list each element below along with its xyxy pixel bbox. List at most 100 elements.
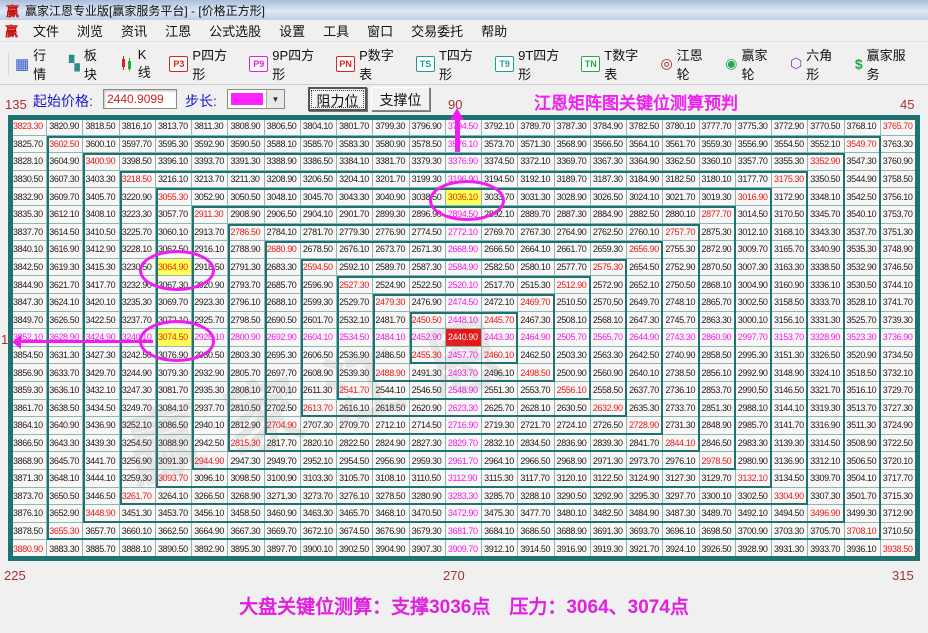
grid-cell: 2992.90 [735, 364, 773, 382]
grid-cell: 3177.70 [735, 170, 773, 189]
grid-cell: 2656.90 [627, 241, 664, 259]
grid-cell: 2911.30 [192, 206, 229, 224]
grid-cell: 2836.90 [554, 434, 591, 453]
grid-cell: 3585.70 [300, 135, 338, 154]
grid-cell: 3321.70 [808, 382, 845, 400]
grid-cell: 2676.10 [337, 241, 374, 259]
toolbar-button-六角形[interactable]: ⬡ 六角形 [790, 45, 844, 83]
menu-item-工具[interactable]: 工具 [323, 24, 350, 39]
grid-cell: 3055.30 [155, 188, 193, 206]
toolbar-button-P数字表[interactable]: PN P数字表 [336, 45, 405, 83]
resistance-button[interactable]: 阻力位 [308, 87, 367, 111]
menu-item-文件[interactable]: 文件 [33, 24, 60, 39]
toolbar-button-T数字表[interactable]: TN T数字表 [581, 45, 649, 83]
grid-cell: 2462.50 [518, 346, 555, 365]
grid-cell: 2474.50 [445, 294, 483, 312]
menu-item-浏览[interactable]: 浏览 [77, 24, 104, 39]
grid-cell: 3496.90 [808, 505, 845, 523]
grid-cell: 3244.90 [119, 364, 156, 382]
toolbar-button-行情[interactable]: ▦ 行情 [15, 45, 58, 83]
toolbar-button-K线[interactable]: K线 [120, 47, 159, 81]
toolbar-button-赢家服务[interactable]: $ 赢家服务 [855, 45, 917, 83]
support-button[interactable]: 支撑位 [371, 87, 430, 111]
grid-cell: 3710.50 [880, 522, 917, 541]
grid-cell: 3096.10 [192, 470, 229, 488]
toolbar-button-T四方形[interactable]: TS T四方形 [415, 45, 484, 83]
grid-cell: 3124.90 [627, 470, 664, 488]
grid-cell: 2805.70 [228, 364, 265, 382]
grid-cell: 2776.90 [373, 223, 410, 242]
grid-cell: 2848.90 [699, 417, 736, 435]
grid-cell: 2680.90 [264, 241, 301, 259]
grid-cell: 3592.90 [192, 135, 229, 154]
grid-cell: 3316.90 [808, 417, 845, 435]
start-price-input[interactable] [103, 89, 177, 109]
toolbar-button-板块[interactable]: ▚ 板块 [69, 45, 109, 83]
grid-cell: 3638.50 [47, 399, 84, 418]
grid-cell: 3026.50 [590, 188, 628, 206]
grid-cell: 3530.50 [844, 276, 881, 294]
grid-cell: 3014.50 [735, 206, 773, 224]
toolbar-button-江恩轮[interactable]: ◎ 江恩轮 [660, 45, 714, 83]
grid-cell: 3619.30 [47, 258, 84, 277]
grid-cell: 3806.50 [264, 118, 301, 136]
grid-cell: 2726.50 [590, 417, 628, 435]
menu-item-江恩[interactable]: 江恩 [165, 24, 192, 39]
grid-cell: 3873.70 [11, 487, 48, 506]
grid-cell: 3811.30 [192, 118, 229, 136]
grid-cell: 3794.50 [445, 118, 483, 136]
grid-cell: 2695.30 [264, 346, 301, 365]
grid-cell: 3273.70 [300, 487, 338, 506]
toolbar-label: 赢家轮 [741, 47, 768, 82]
grid-cell: 3038.50 [409, 188, 446, 206]
grid-cell: 3160.90 [772, 276, 809, 294]
grid-cell: 3631.30 [47, 346, 84, 365]
grid-cell: 3300.10 [699, 487, 736, 506]
step-color-dropdown[interactable]: ▼ [227, 89, 285, 109]
grid-cell: 3597.70 [119, 135, 156, 154]
menu-item-帮助[interactable]: 帮助 [481, 24, 508, 39]
grid-cell: 3117.70 [518, 470, 555, 488]
grid-cell: 3384.10 [337, 153, 374, 171]
grid-cell: 3424.90 [83, 329, 120, 347]
grid-cell: 3571.30 [518, 135, 555, 154]
toolbar-button-9P四方形[interactable]: P9 9P四方形 [249, 45, 325, 83]
grid-cell: 2964.10 [482, 452, 519, 470]
grid-cell: 3230.50 [119, 258, 156, 277]
grid-cell: 3009.70 [735, 241, 773, 259]
winner-wheel-icon: ◉ [725, 55, 738, 71]
grid-cell: 3626.50 [47, 311, 84, 330]
toolbar-button-赢家轮[interactable]: ◉ 赢家轮 [725, 45, 779, 83]
grid-cell: 2637.70 [627, 382, 664, 400]
step-label: 步长: [185, 93, 217, 109]
menu-item-设置[interactable]: 设置 [279, 24, 306, 39]
grid-cell: 3175.30 [772, 170, 809, 189]
grid-cell: 3098.50 [228, 470, 265, 488]
grid-cell: 3518.50 [844, 364, 881, 382]
menu-item-交易委托[interactable]: 交易委托 [411, 24, 464, 39]
grid-cell: 2546.50 [409, 382, 446, 400]
menu-item-资讯[interactable]: 资讯 [121, 24, 148, 39]
toolbar-button-P四方形[interactable]: P3 P四方形 [169, 45, 238, 83]
grid-cell: 3381.70 [373, 153, 410, 171]
grid-cell: 3715.30 [880, 487, 917, 506]
grid-cell: 3249.70 [119, 399, 156, 418]
start-price-label: 起始价格: [33, 93, 93, 109]
chevron-down-icon[interactable]: ▼ [266, 90, 284, 108]
grid-cell: 2750.50 [663, 276, 700, 294]
grid-cell: 3537.70 [844, 223, 881, 242]
toolbar-button-9T四方形[interactable]: T9 9T四方形 [495, 45, 570, 83]
grid-cell: 3261.70 [119, 487, 156, 506]
grid-cell: 2661.70 [554, 241, 591, 259]
grid-cell: 3784.90 [590, 118, 628, 136]
menu-item-公式选股[interactable]: 公式选股 [209, 24, 262, 39]
menu-item-窗口[interactable]: 窗口 [367, 24, 394, 39]
grid-cell: 3928.90 [735, 540, 773, 558]
grid-cell: 2803.30 [228, 346, 265, 365]
grid-cell: 2748.10 [663, 294, 700, 312]
grid-cell: 2949.70 [264, 452, 301, 470]
grid-cell: 3552.10 [808, 135, 845, 154]
grid-cell: 3172.90 [772, 188, 809, 206]
grid-cell: 3312.10 [808, 452, 845, 470]
grid-cell: 3705.70 [808, 522, 845, 541]
